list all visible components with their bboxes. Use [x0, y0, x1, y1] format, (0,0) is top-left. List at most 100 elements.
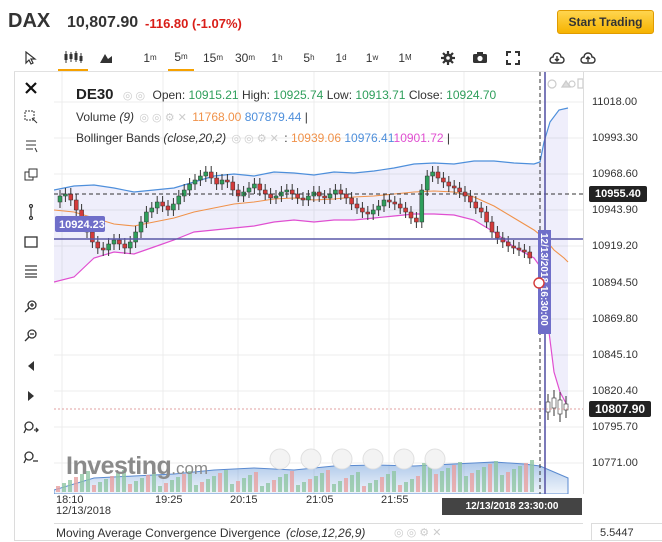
open-label: Open:: [152, 88, 186, 102]
bollinger-band-fill: [54, 108, 568, 407]
volume-bar: [464, 476, 468, 492]
volume-bar: [200, 482, 204, 492]
candle-body: [551, 397, 557, 409]
price-chart[interactable]: 12/13/2018 16:30:00 10924.23: [54, 72, 583, 494]
trendline-icon[interactable]: [14, 200, 48, 224]
layers-icon[interactable]: [14, 163, 48, 187]
candle-body: [73, 199, 79, 211]
volume-bar: [332, 484, 336, 492]
candle-body: [171, 203, 176, 211]
crosshair-select-icon[interactable]: [14, 105, 48, 129]
zoom-in-icon[interactable]: [14, 294, 48, 318]
volume-bar: [260, 486, 264, 492]
legend-eye-icon[interactable]: ◎ ◎: [122, 90, 146, 102]
volume-bar: [140, 478, 144, 492]
candle-body: [90, 231, 95, 243]
interval-30m[interactable]: 30 m: [234, 50, 256, 65]
header: DAX 10,807.90 -116.80 (-1.07%) Start Tra…: [0, 0, 662, 44]
volume-bar: [152, 472, 156, 492]
x-tick: 21:05: [306, 494, 334, 506]
candle-body: [165, 205, 171, 211]
volume-value-2: 807879.44: [244, 110, 302, 124]
time-axis[interactable]: 18:10 12/13/2018 19:25 20:15 21:05 21:55…: [54, 494, 583, 517]
candle-body: [408, 211, 414, 219]
y-tick: 10795.70: [592, 421, 638, 433]
candle-body: [198, 175, 203, 181]
candle-body: [511, 245, 516, 249]
zoom-forward-icon[interactable]: [14, 415, 48, 439]
close-icon[interactable]: [14, 76, 48, 100]
volume-bar: [62, 483, 66, 492]
pattern-tool-icon[interactable]: [14, 134, 48, 158]
volume-bar: [56, 486, 60, 492]
candle-body: [457, 187, 462, 193]
volume-bar: [110, 476, 114, 492]
y-tick: 10943.90: [592, 204, 638, 216]
volume-bar: [386, 474, 390, 492]
volume-bar: [134, 481, 138, 492]
marker-circle[interactable]: [533, 277, 545, 289]
volume-bar: [350, 475, 354, 492]
interval-15m[interactable]: 15 m: [202, 50, 224, 65]
candle-body: [225, 179, 230, 183]
volume-bar: [482, 467, 486, 492]
macd-controls-icon[interactable]: ◎ ◎ ⚙ ✕: [394, 527, 442, 539]
download-icon[interactable]: [546, 44, 568, 71]
candle-body: [154, 201, 160, 209]
camera-icon[interactable]: [469, 44, 491, 71]
upload-icon[interactable]: [577, 44, 599, 71]
zoom-out-icon[interactable]: [14, 323, 48, 347]
volume-bar: [284, 474, 288, 492]
volume-bar: [410, 479, 414, 492]
scroll-right-icon[interactable]: [14, 384, 48, 408]
rectangle-tool-icon[interactable]: [14, 230, 48, 254]
candle-body: [122, 243, 128, 249]
macd-title: Moving Average Convergence Divergence: [56, 526, 281, 540]
volume-bar: [182, 474, 186, 492]
volume-bar: [356, 472, 360, 492]
volume-bar: [116, 473, 120, 492]
candle-body: [322, 195, 327, 199]
fibonacci-icon[interactable]: [14, 259, 48, 283]
volume-bar: [458, 462, 462, 492]
candle-body: [192, 179, 198, 185]
area-type-icon[interactable]: [94, 44, 118, 71]
cursor-icon[interactable]: [18, 44, 42, 71]
candle-body: [235, 189, 241, 197]
volume-bar: [122, 470, 126, 492]
last-price-label: 10807.90: [589, 401, 652, 417]
price-axis[interactable]: 11018.00 10993.30 10968.60 10943.90 1091…: [583, 72, 662, 494]
volume-bar: [146, 475, 150, 492]
candle-body: [95, 241, 101, 249]
crosshair-time-label: 12/13/2018 23:30:00: [442, 498, 582, 515]
volume-bar: [296, 485, 300, 492]
candle-body: [68, 193, 74, 201]
macd-panel[interactable]: Moving Average Convergence Divergence (c…: [54, 523, 583, 541]
candle-body: [441, 177, 446, 183]
drawing-toolbar: [14, 72, 48, 472]
volume-controls-icon[interactable]: ◎ ◎ ⚙ ✕: [139, 112, 187, 124]
zoom-reset-icon[interactable]: [14, 445, 48, 469]
fullscreen-icon[interactable]: [502, 44, 524, 71]
y-tick: 10845.10: [592, 349, 638, 361]
start-trading-button[interactable]: Start Trading: [557, 10, 654, 34]
scroll-left-icon[interactable]: [14, 354, 48, 378]
volume-bar: [518, 466, 522, 492]
investing-logo: Investing.com: [66, 452, 209, 480]
candle-body: [446, 181, 452, 187]
candle-body: [181, 189, 187, 197]
bollinger-controls-icon[interactable]: ◎ ◎ ⚙ ✕: [231, 133, 279, 145]
candle-body: [300, 197, 306, 201]
panel-controls: [547, 78, 583, 89]
candlestick-type-icon[interactable]: [58, 44, 88, 71]
gear-icon[interactable]: [438, 44, 458, 71]
candle-body: [360, 207, 365, 213]
x-tick: 21:55: [381, 494, 409, 506]
